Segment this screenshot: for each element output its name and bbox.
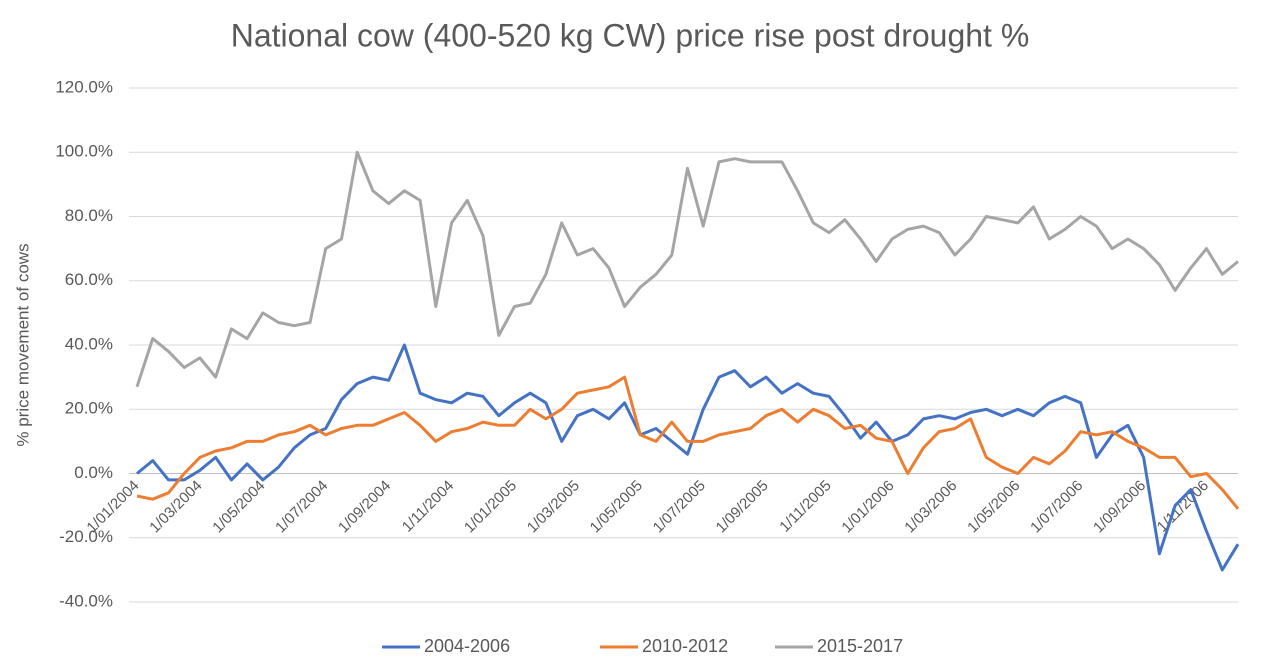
y-tick-label: 100.0% xyxy=(55,142,113,161)
legend-label: 2015-2017 xyxy=(817,636,903,656)
y-axis-label: % price movement of cows xyxy=(13,243,32,446)
y-tick-label: 40.0% xyxy=(65,334,113,353)
x-tick-label: 1/07/2004 xyxy=(272,477,331,536)
x-tick-label: 1/03/2005 xyxy=(524,477,583,536)
legend-label: 2010-2012 xyxy=(642,636,728,656)
x-tick-label: 1/07/2005 xyxy=(650,477,709,536)
x-tick-label: 1/05/2005 xyxy=(587,477,646,536)
x-tick-label: 1/11/2005 xyxy=(776,477,834,535)
x-tick-label: 1/09/2005 xyxy=(713,477,772,536)
x-tick-label: 1/05/2006 xyxy=(964,477,1023,536)
y-tick-label: 80.0% xyxy=(65,206,113,225)
x-tick-label: 1/01/2006 xyxy=(838,477,897,536)
y-tick-label: 20.0% xyxy=(65,399,113,418)
y-tick-label: 0.0% xyxy=(74,463,113,482)
x-tick-label: 1/01/2004 xyxy=(83,477,142,536)
x-tick-label: 1/09/2004 xyxy=(335,477,394,536)
x-tick-label: 1/09/2006 xyxy=(1090,477,1149,536)
chart-title: National cow (400-520 kg CW) price rise … xyxy=(231,17,1030,53)
x-tick-label: 1/03/2006 xyxy=(901,477,960,536)
x-tick-label: 1/01/2005 xyxy=(461,477,520,536)
legend-label: 2004-2006 xyxy=(424,636,510,656)
y-tick-label: -40.0% xyxy=(59,591,113,610)
series-line xyxy=(136,343,1240,572)
series-line xyxy=(136,375,1240,510)
x-tick-label: 1/05/2004 xyxy=(209,477,268,536)
y-tick-label: 60.0% xyxy=(65,270,113,289)
x-tick-label: 1/07/2006 xyxy=(1027,477,1086,536)
x-tick-label: 1/11/2004 xyxy=(399,477,457,535)
series-line xyxy=(135,150,1239,388)
y-tick-label: 120.0% xyxy=(55,77,113,96)
y-tick-label: -20.0% xyxy=(59,527,113,546)
